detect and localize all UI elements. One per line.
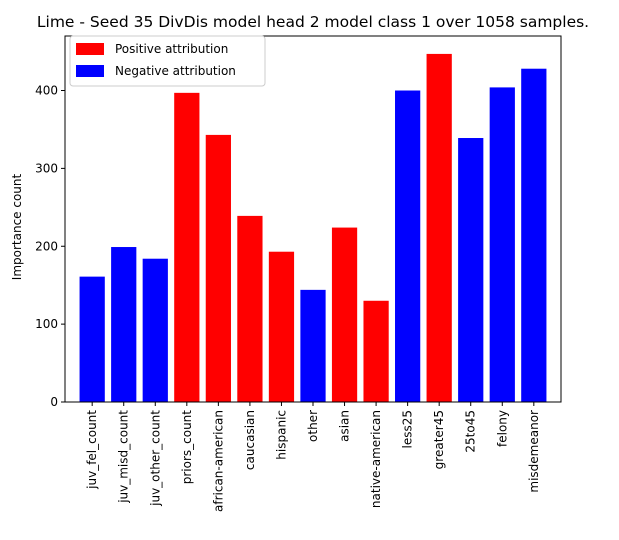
- y-tick-label: 400: [35, 84, 58, 98]
- y-axis: 0 100 200 300 400: [35, 84, 65, 409]
- x-tick-label: felony: [495, 410, 509, 447]
- x-tick-label: priors_count: [180, 410, 194, 485]
- bar-hispanic: [268, 251, 295, 402]
- x-tick-label: juv_fel_count: [85, 410, 99, 490]
- legend-swatch: [76, 65, 104, 77]
- bar-native-american: [363, 300, 389, 402]
- bar-felony: [489, 87, 515, 403]
- y-tick-label: 100: [35, 317, 58, 331]
- x-tick-label: native-american: [369, 410, 383, 508]
- bar-greater45: [426, 53, 452, 402]
- y-axis-label: Importance count: [10, 173, 24, 280]
- bars-group: [79, 53, 547, 403]
- bar-african-american: [205, 134, 231, 402]
- bar-caucasian: [237, 215, 263, 402]
- bar-asian: [331, 227, 358, 402]
- bar-25to45: [458, 138, 484, 402]
- x-tick-label: african-american: [211, 410, 225, 512]
- plot-frame: [64, 35, 562, 403]
- legend: Positive attribution Negative attribution: [69, 35, 266, 87]
- bar-less25: [395, 90, 421, 402]
- legend-box: [69, 35, 266, 87]
- x-tick-label: juv_other_count: [148, 410, 162, 507]
- bar-misdemeanor: [521, 68, 547, 403]
- bar-priors_count: [174, 92, 200, 402]
- legend-label: Negative attribution: [115, 64, 236, 78]
- y-tick-label: 0: [50, 395, 58, 409]
- x-tick-label: asian: [338, 410, 352, 442]
- x-tick-label: 25to45: [464, 410, 478, 453]
- x-tick-label: juv_misd_count: [117, 410, 131, 504]
- bar-other: [300, 289, 326, 402]
- x-tick-label: greater45: [432, 410, 446, 469]
- legend-swatch: [76, 43, 104, 55]
- x-axis: juv_fel_count juv_misd_count juv_other_cou…: [85, 402, 541, 512]
- x-tick-label: misdemeanor: [527, 410, 541, 493]
- y-tick-label: 200: [35, 239, 58, 253]
- bar-juv_other_count: [142, 258, 168, 402]
- bar-juv_fel_count: [79, 276, 105, 402]
- y-tick-label: 300: [35, 161, 58, 175]
- x-tick-label: less25: [401, 410, 415, 449]
- legend-label: Positive attribution: [115, 42, 228, 56]
- x-tick-label: caucasian: [243, 410, 257, 470]
- bar-juv_misd_count: [111, 247, 137, 402]
- x-tick-label: hispanic: [274, 410, 288, 460]
- x-tick-label: other: [306, 410, 320, 442]
- chart-title: Lime - Seed 35 DivDis model head 2 model…: [37, 13, 589, 31]
